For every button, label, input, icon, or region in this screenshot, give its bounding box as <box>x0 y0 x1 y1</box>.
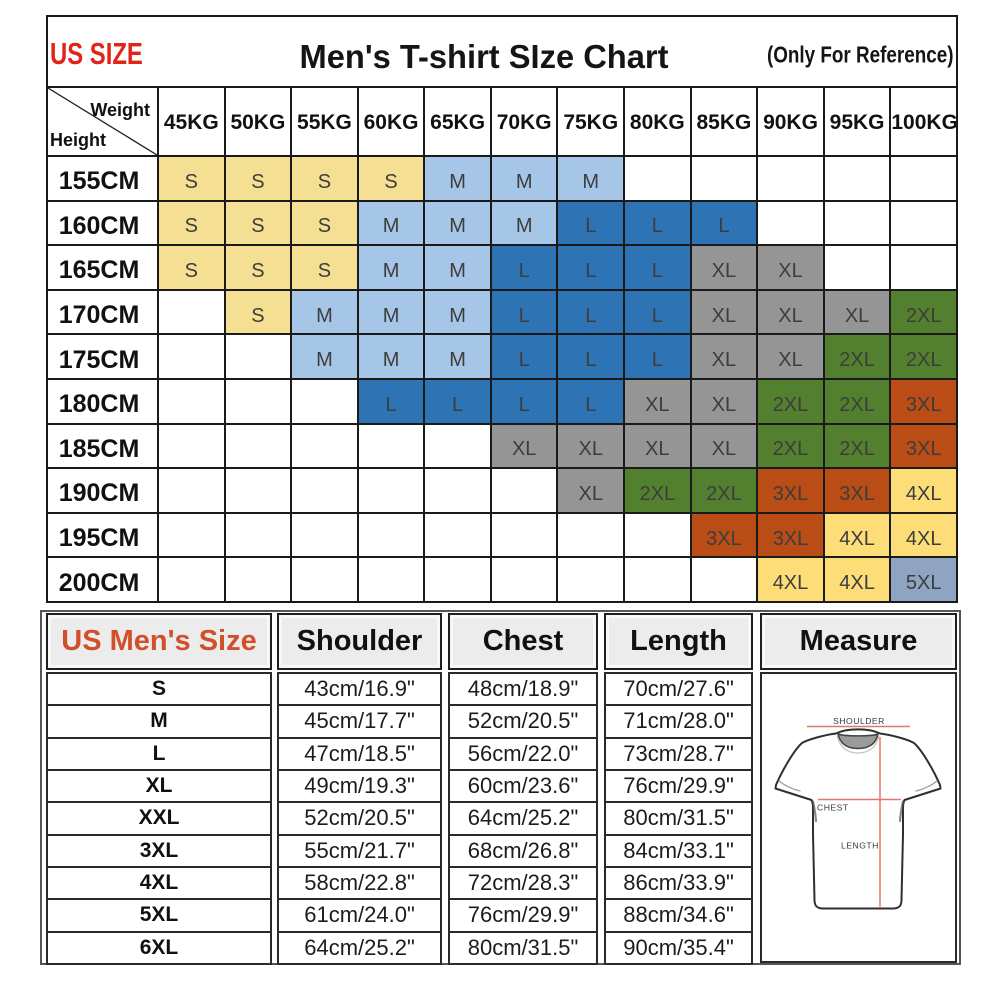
svg-text:CHEST: CHEST <box>817 803 849 813</box>
svg-text:SHOULDER: SHOULDER <box>833 716 885 726</box>
svg-text:LENGTH: LENGTH <box>841 841 879 851</box>
